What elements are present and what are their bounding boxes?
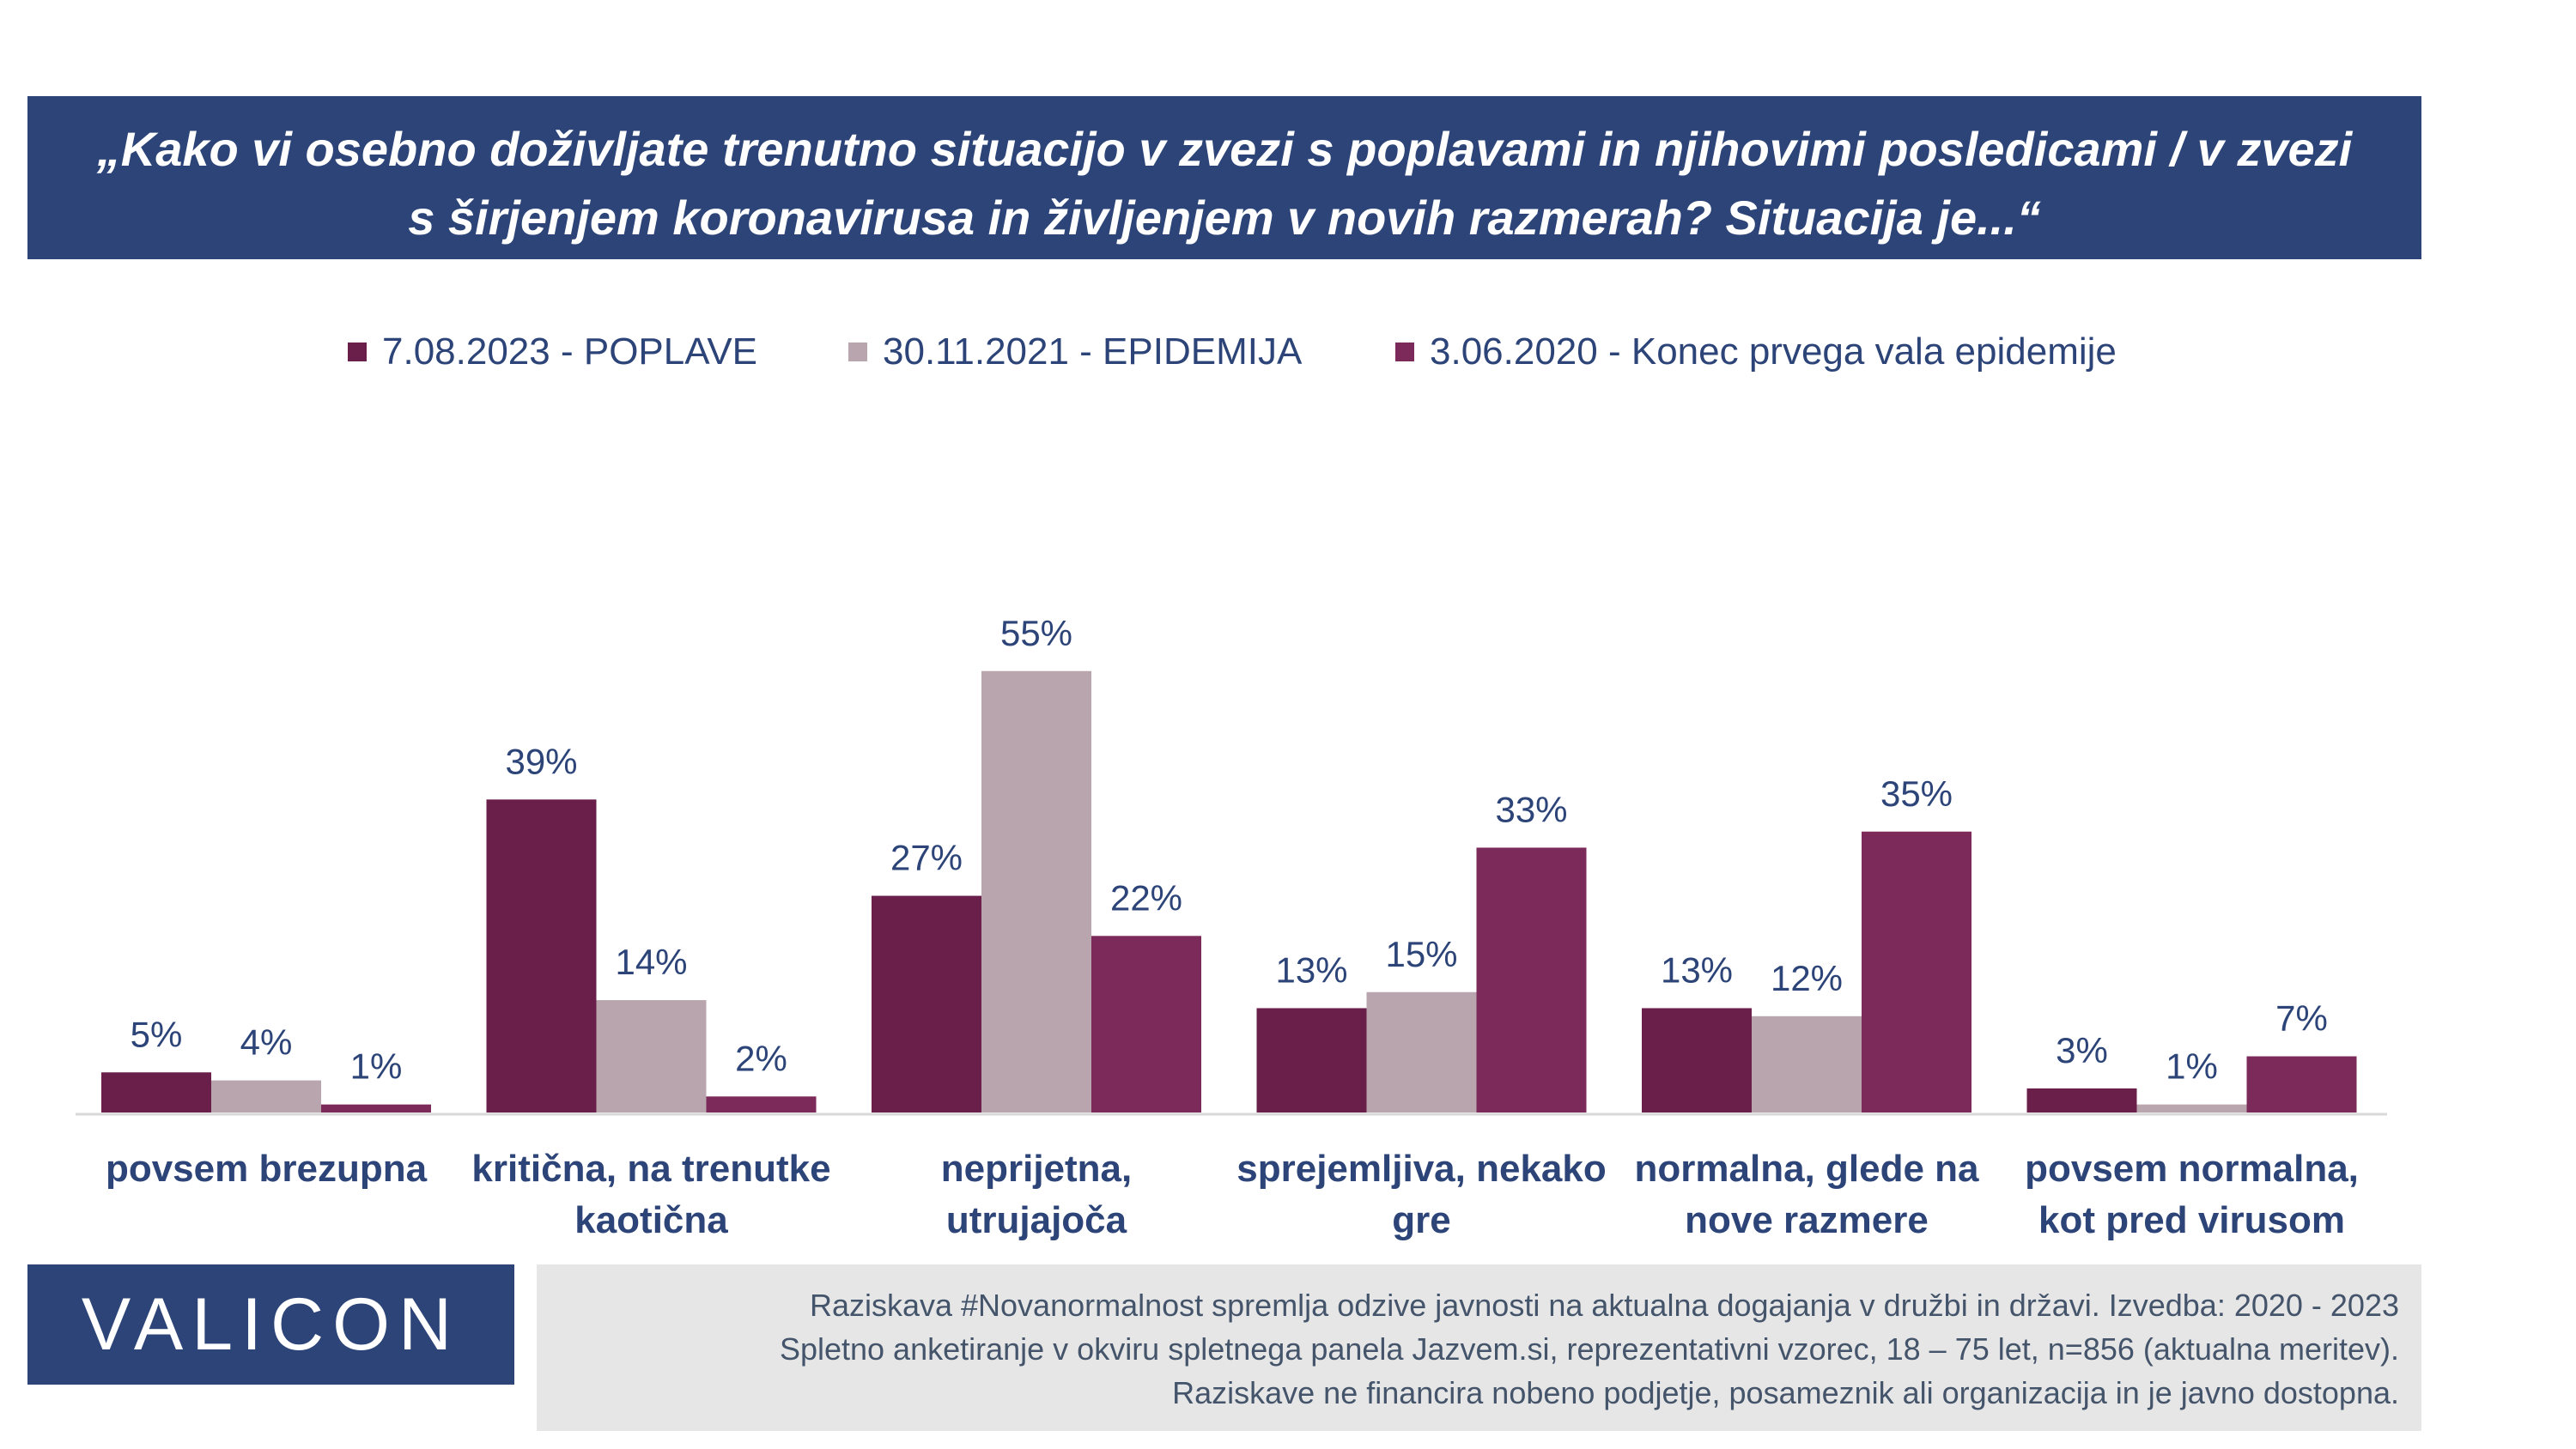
category-label-3-line-1: gre [1392, 1199, 1451, 1241]
footer-line-2: Spletno anketiranje v okviru spletnega p… [779, 1331, 2399, 1367]
bar-s1-c4 [1752, 1016, 1862, 1113]
data-label-s0-c4: 13% [1661, 949, 1733, 990]
legend-item-2023: 7.08.2023 - POPLAVE [348, 326, 757, 378]
data-label-s0-c0: 5% [131, 1014, 183, 1054]
valicon-logo: VALICON [27, 1264, 514, 1385]
category-label-5-line-0: povsem normalna, [2025, 1148, 2359, 1190]
title-line-1: „Kako vi osebno doživljate trenutno situ… [96, 122, 2353, 176]
bar-s1-c0 [211, 1080, 321, 1113]
category-label-1-line-1: kaotična [574, 1199, 728, 1241]
category-label-2-line-1: utrujajoča [945, 1199, 1127, 1241]
legend-item-2021: 30.11.2021 - EPIDEMIJA [848, 326, 1302, 378]
bar-s0-c2 [872, 895, 981, 1113]
data-label-s2-c1: 2% [735, 1038, 787, 1078]
title-line-2: s širjenjem koronavirusa in življenjem v… [408, 191, 2041, 245]
category-label-2-line-0: neprijetna, [940, 1148, 1133, 1190]
category-label-5: povsem normalna, kot pred virusom [2003, 1143, 2381, 1246]
bar-s2-c1 [706, 1096, 817, 1113]
data-label-s0-c5: 3% [2056, 1030, 2108, 1070]
bar-s0-c3 [1256, 1008, 1367, 1113]
legend: 7.08.2023 - POPLAVE 30.11.2021 - EPIDEMI… [0, 326, 2576, 378]
data-label-s2-c0: 1% [350, 1046, 403, 1087]
data-label-s1-c4: 12% [1771, 958, 1843, 998]
bar-s0-c0 [101, 1072, 211, 1113]
footer-line-3: Raziskave ne financira nobeno podjetje, … [1172, 1375, 2399, 1410]
bars-group [101, 670, 2357, 1113]
data-label-s0-c1: 39% [505, 741, 577, 781]
category-label-5-line-1: kot pred virusom [2038, 1199, 2345, 1241]
data-label-s1-c1: 14% [615, 942, 687, 982]
category-label-3-line-0: sprejemljiva, nekako [1236, 1148, 1607, 1190]
data-label-s2-c5: 7% [2275, 998, 2328, 1039]
bar-s2-c2 [1091, 936, 1201, 1113]
bar-s1-c1 [596, 1000, 707, 1113]
legend-swatch-2023 [348, 343, 367, 361]
bar-s1-c2 [981, 670, 1091, 1113]
bar-s1-c3 [1366, 991, 1477, 1113]
footer-line-1: Raziskava #Novanormalnost spremlja odziv… [809, 1288, 2399, 1323]
data-label-s1-c2: 55% [1000, 613, 1072, 653]
legend-label-2020: 3.06.2020 - Konec prvega vala epidemije [1430, 330, 2117, 373]
category-label-4-line-0: normalna, glede na [1634, 1148, 1979, 1190]
data-label-s2-c4: 35% [1880, 773, 1953, 814]
category-label-2: neprijetna, utrujajoča [848, 1143, 1225, 1246]
bar-s0-c1 [486, 799, 597, 1113]
bar-s0-c4 [1642, 1008, 1752, 1113]
category-label-3: sprejemljiva, nekako gre [1233, 1143, 1611, 1246]
chart-title: „Kako vi osebno doživljate trenutno situ… [27, 96, 2421, 259]
bar-s1-c5 [2136, 1104, 2247, 1113]
data-label-s0-c2: 27% [890, 838, 963, 878]
data-label-s1-c5: 1% [2166, 1046, 2218, 1087]
category-label-0-line-0: povsem brezupna [105, 1148, 428, 1190]
legend-swatch-2021 [848, 343, 867, 361]
data-label-s1-c3: 15% [1385, 934, 1457, 974]
bar-s2-c4 [1862, 831, 1971, 1113]
legend-label-2021: 30.11.2021 - EPIDEMIJA [883, 330, 1303, 373]
bar-s2-c0 [321, 1104, 431, 1113]
category-label-4: normalna, glede na nove razmere [1618, 1143, 1996, 1246]
legend-item-2020: 3.06.2020 - Konec prvega vala epidemije [1395, 326, 2117, 378]
category-label-4-line-1: nove razmere [1685, 1199, 1929, 1241]
category-label-0: povsem brezupna [77, 1143, 455, 1195]
logo-text: VALICON [81, 1282, 461, 1366]
legend-label-2023: 7.08.2023 - POPLAVE [382, 330, 758, 373]
category-label-1-line-0: kritična, na trenutke [471, 1148, 831, 1190]
footer-note: Raziskava #Novanormalnost spremlja odziv… [537, 1264, 2421, 1431]
data-label-s2-c2: 22% [1110, 877, 1182, 918]
bar-s2-c3 [1476, 847, 1587, 1113]
bar-s0-c5 [2026, 1088, 2137, 1113]
data-label-s2-c3: 33% [1495, 789, 1567, 829]
category-label-1: kritična, na trenutke kaotična [463, 1143, 841, 1246]
legend-swatch-2020 [1395, 343, 1414, 361]
data-label-s1-c0: 4% [240, 1022, 293, 1063]
data-label-s0-c3: 13% [1275, 949, 1347, 990]
bar-s2-c5 [2246, 1056, 2357, 1113]
data-labels-group: 5% 4% 1% 39% 14% 2% 27% 55% 22% 13% 15% 33% 13% 12% 35… [131, 613, 2328, 1087]
